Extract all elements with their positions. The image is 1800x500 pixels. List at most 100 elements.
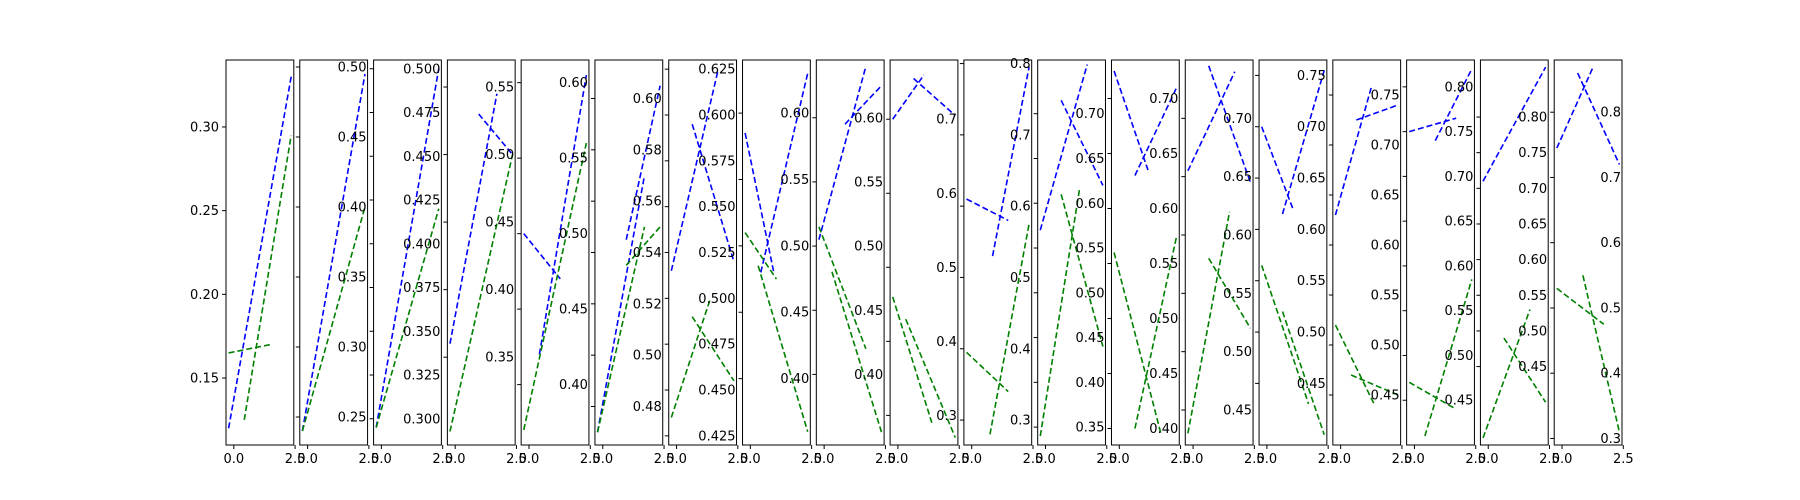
y-tick-label: 0.40 xyxy=(485,283,514,298)
y-tick-label: 0.400 xyxy=(403,237,440,252)
y-tick-label: 0.45 xyxy=(1297,377,1326,392)
y-tick-label: 0.60 xyxy=(633,92,662,107)
axes-frame xyxy=(963,59,1033,446)
y-tick-label: 0.40 xyxy=(780,372,809,387)
y-tick-label: 0.45 xyxy=(485,216,514,231)
chart-panel-3: 0.300 0.325 0.350 0.375 0.400 0.425 0.450 0.475… xyxy=(369,59,453,467)
y-tick-label: 0.65 xyxy=(1297,172,1326,187)
x-tick-label: 2.5 xyxy=(949,452,970,467)
axes-frame xyxy=(1184,59,1254,446)
x-tick-label: 0.0 xyxy=(1478,452,1499,467)
series-line-blue-1 xyxy=(1187,71,1236,172)
y-tick-label: 0.60 xyxy=(1149,202,1178,217)
y-tick-label: 0.55 xyxy=(1444,304,1473,319)
y-tick-label: 0.45 xyxy=(1371,389,1400,404)
y-tick-label: 0.50 xyxy=(338,61,367,76)
y-tick-label: 0.60 xyxy=(780,107,809,122)
chart-panel-11: 0.3 0.4 0.5 0.6 0.7 0.8 0.0 2.5 xyxy=(959,57,1043,467)
chart-panel-7: 0.425 0.450 0.475 0.500 0.525 0.550 0.575 0.600… xyxy=(664,59,748,467)
x-tick-label: 0.0 xyxy=(666,452,687,467)
y-tick-label: 0.15 xyxy=(190,372,219,387)
y-tick-label: 0.6 xyxy=(936,187,957,202)
y-tick-label: 0.45 xyxy=(1518,360,1547,375)
y-tick-label: 0.55 xyxy=(559,152,588,167)
axes-frame xyxy=(1406,59,1475,446)
y-tick-label: 0.5 xyxy=(1600,301,1621,316)
y-tick-label: 0.35 xyxy=(338,271,367,286)
series-line-green-2 xyxy=(905,318,957,438)
y-tick-label: 0.50 xyxy=(1223,345,1252,360)
y-tick-label: 0.45 xyxy=(854,304,883,319)
series-line-blue-2 xyxy=(625,85,661,240)
series-line-green-2 xyxy=(757,265,809,432)
y-tick-label: 0.475 xyxy=(403,106,440,121)
y-tick-label: 0.625 xyxy=(698,63,735,78)
y-tick-label: 0.52 xyxy=(633,297,662,312)
y-tick-label: 0.8 xyxy=(1010,57,1031,72)
y-tick-label: 0.80 xyxy=(1444,80,1473,95)
series-line-green-2 xyxy=(831,271,883,433)
series-line-green-1 xyxy=(1187,211,1231,434)
series-line-blue-1 xyxy=(818,66,867,240)
y-tick-label: 0.50 xyxy=(1297,326,1326,341)
series-line-green-1 xyxy=(1556,287,1605,325)
y-tick-label: 0.7 xyxy=(1600,171,1621,186)
axes-frame xyxy=(889,59,959,446)
y-tick-label: 0.3 xyxy=(936,409,957,424)
y-tick-label: 0.450 xyxy=(698,384,735,399)
series-line-blue-1 xyxy=(892,74,925,120)
y-tick-label: 0.50 xyxy=(1444,349,1473,364)
chart-panel-4: 0.35 0.40 0.45 0.50 0.55 0.0 2.5 xyxy=(443,59,527,467)
y-tick-label: 0.50 xyxy=(1149,312,1178,327)
y-tick-label: 0.600 xyxy=(698,109,735,124)
series-line-green-2 xyxy=(1134,235,1178,429)
y-tick-label: 0.425 xyxy=(698,429,735,444)
y-tick-label: 0.70 xyxy=(1444,170,1473,185)
x-tick-label: 2.5 xyxy=(875,452,896,467)
x-tick-label: 2.5 xyxy=(654,452,675,467)
y-tick-label: 0.50 xyxy=(1371,339,1400,354)
chart-panel-15: 0.45 0.50 0.55 0.60 0.65 0.70 0.75 0.0 2.5 xyxy=(1255,59,1338,467)
x-tick-label: 0.0 xyxy=(297,452,318,467)
axes-frame xyxy=(1110,59,1180,446)
y-tick-label: 0.45 xyxy=(1076,331,1105,346)
chart-panel-2: 0.25 0.30 0.35 0.40 0.45 0.50 0.0 2.5 xyxy=(295,59,379,467)
x-tick-label: 0.0 xyxy=(740,452,761,467)
series-line-blue-1 xyxy=(301,73,366,432)
series-line-green-2 xyxy=(1503,337,1547,403)
series-line-green-2 xyxy=(691,316,735,382)
series-line-blue-1 xyxy=(1334,84,1373,216)
chart-panel-5: 0.40 0.45 0.50 0.55 0.60 0.0 2.5 xyxy=(517,59,601,467)
y-tick-label: 0.40 xyxy=(1149,422,1178,437)
x-tick-label: 0.0 xyxy=(1257,452,1278,467)
y-tick-label: 0.75 xyxy=(1371,89,1400,104)
series-line-blue-2 xyxy=(760,73,809,273)
series-line-blue-1 xyxy=(449,93,498,344)
series-line-green-1 xyxy=(1113,252,1162,435)
y-tick-label: 0.70 xyxy=(1149,92,1178,107)
chart-panel-1: 0.15 0.20 0.25 0.30 0.0 2.5 xyxy=(190,59,305,467)
y-tick-label: 0.25 xyxy=(338,411,367,426)
y-tick-label: 0.65 xyxy=(1444,215,1473,230)
y-tick-label: 0.30 xyxy=(190,120,219,135)
y-tick-label: 0.30 xyxy=(338,341,367,356)
chart-panel-6: 0.48 0.50 0.52 0.54 0.56 0.58 0.60 0.0 2.5 xyxy=(590,59,675,467)
y-tick-label: 0.50 xyxy=(780,239,809,254)
y-tick-label: 0.450 xyxy=(403,150,440,165)
y-tick-label: 0.80 xyxy=(1518,111,1547,126)
chart-panel-8: 0.40 0.45 0.50 0.55 0.60 0.0 2.5 xyxy=(738,59,822,467)
x-tick-label: 0.0 xyxy=(1404,452,1425,467)
y-tick-label: 0.50 xyxy=(559,227,588,242)
series-line-green-1 xyxy=(1039,189,1081,437)
x-tick-label: 2.5 xyxy=(1465,452,1486,467)
y-tick-label: 0.70 xyxy=(1223,112,1252,127)
axes-frame xyxy=(742,59,811,446)
y-tick-label: 0.75 xyxy=(1444,125,1473,140)
series-line-blue-1 xyxy=(375,68,440,428)
x-tick-label: 2.5 xyxy=(580,452,601,467)
y-tick-label: 0.35 xyxy=(485,351,514,366)
series-line-blue-1 xyxy=(596,175,646,433)
x-tick-label: 0.0 xyxy=(814,452,835,467)
y-tick-label: 0.56 xyxy=(633,195,662,210)
